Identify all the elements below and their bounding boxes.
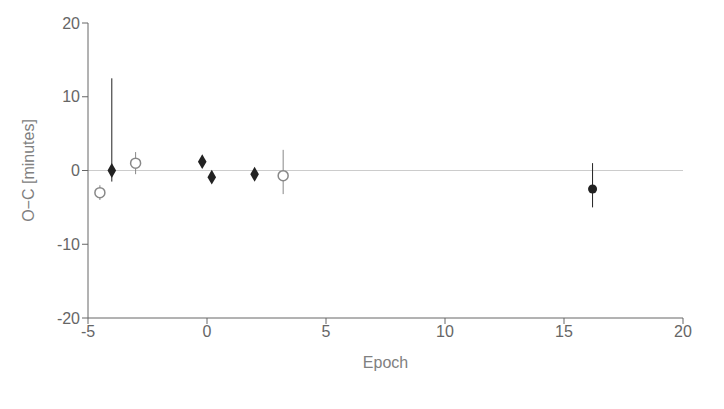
svg-text:5: 5 [322, 323, 331, 340]
svg-text:O−C [minutes]: O−C [minutes] [20, 119, 37, 222]
svg-text:10: 10 [436, 323, 454, 340]
svg-text:20: 20 [674, 323, 692, 340]
svg-text:10: 10 [62, 88, 80, 105]
svg-text:Epoch: Epoch [363, 354, 408, 371]
svg-text:-20: -20 [57, 310, 80, 327]
svg-text:-10: -10 [57, 236, 80, 253]
svg-text:20: 20 [62, 15, 80, 32]
svg-text:15: 15 [555, 323, 573, 340]
svg-text:0: 0 [203, 323, 212, 340]
svg-text:0: 0 [71, 162, 80, 179]
svg-text:-5: -5 [81, 323, 95, 340]
